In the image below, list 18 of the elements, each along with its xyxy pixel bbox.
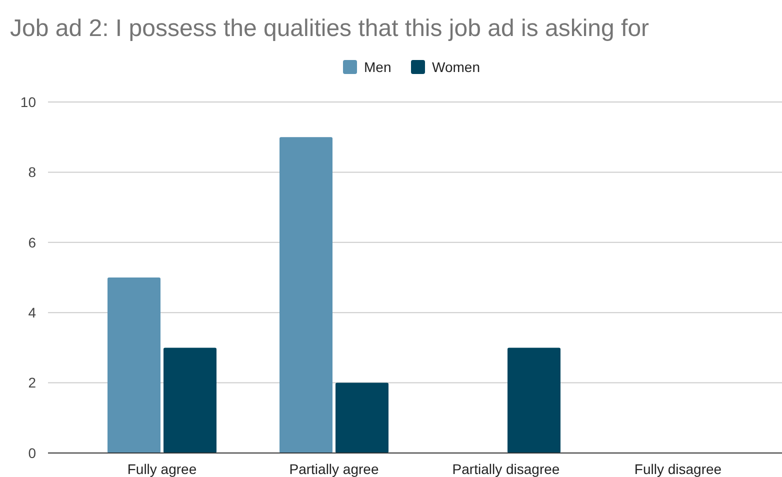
bar [336, 382, 388, 453]
x-tick-label: Partially disagree [452, 461, 560, 477]
chart-title: Job ad 2: I possess the qualities that this job ad is asking for [10, 15, 650, 42]
y-tick-label: 8 [28, 164, 36, 180]
y-tick-label: 10 [20, 94, 36, 110]
bar [508, 348, 560, 453]
bar [280, 137, 332, 453]
legend-label: Women [432, 58, 480, 75]
bar [108, 278, 160, 453]
x-tick-label: Partially agree [289, 461, 379, 477]
y-tick-label: 2 [28, 374, 36, 391]
y-tick-label: 0 [28, 444, 36, 461]
legend-label: Men [364, 58, 392, 75]
x-tick-label: Fully agree [127, 461, 197, 477]
y-tick-label: 4 [28, 304, 36, 320]
bar [164, 348, 216, 453]
y-tick-label: 6 [28, 234, 36, 250]
x-tick-label: Fully disagree [634, 461, 722, 477]
